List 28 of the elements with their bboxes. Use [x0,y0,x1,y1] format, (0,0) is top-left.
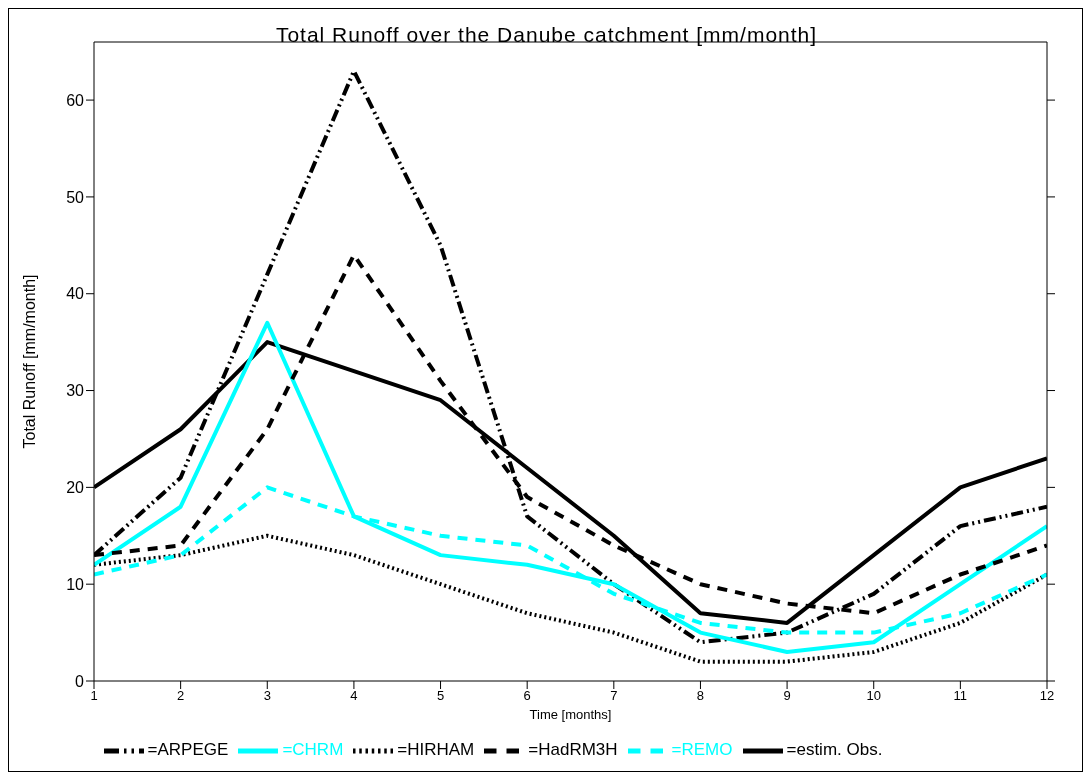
x-tick-label: 8 [696,688,705,704]
y-tick-label: 50 [66,188,85,206]
x-tick-label: 12 [1039,688,1055,704]
y-tick-label: 10 [66,575,85,593]
y-tick-label: 40 [66,285,85,303]
x-tick-label: 10 [866,688,881,704]
y-axis-title: Total Runoff [mm/month] [20,274,38,449]
x-tick-label: 3 [263,688,271,704]
legend-label: =ARPEGE [147,740,229,760]
x-tick-label: 9 [783,688,791,704]
y-tick-label: 20 [66,479,85,497]
x-tick-label: 5 [436,688,445,704]
legend-label: =HIRHAM [397,740,475,760]
x-tick-label: 6 [523,688,531,704]
x-tick-label: 4 [350,688,358,704]
x-tick-label: 7 [610,688,618,704]
y-tick-label: 60 [66,91,85,109]
y-tick-label: 0 [75,672,85,690]
y-tick-label: 30 [66,382,85,400]
legend-label: =HadRM3H [528,740,618,760]
x-tick-label: 11 [953,688,968,704]
x-tick-label: 1 [90,688,98,704]
x-tick-label: 2 [177,688,185,704]
x-axis-title: Time [months] [529,707,612,722]
legend-label: =CHRM [282,740,344,760]
legend-label: =REMO [671,740,733,760]
legend-label: =estim. Obs. [786,740,883,760]
chart-title: Total Runoff over the Danube catchment [mm/month] [274,23,819,47]
